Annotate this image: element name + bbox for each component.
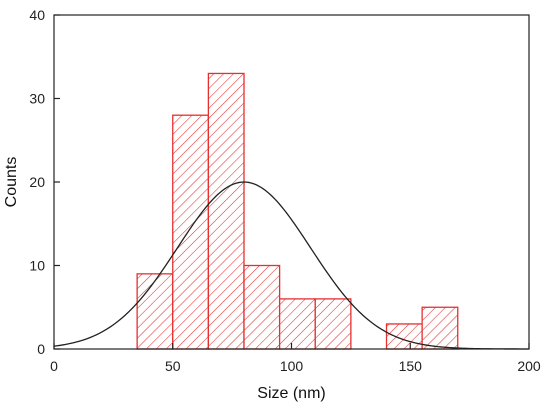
histogram-bar-3	[243, 264, 281, 350]
x-axis-ticks: 0 50 100 150 200	[50, 343, 541, 374]
x-tick-label: 100	[280, 358, 304, 374]
y-tick-label: 40	[29, 7, 45, 23]
histogram-bar-5	[314, 298, 352, 350]
y-tick-label: 30	[29, 91, 45, 107]
y-axis-label: Counts	[3, 157, 20, 208]
histogram-bar-6	[385, 323, 423, 350]
histogram-bars	[136, 72, 459, 350]
x-axis-label: Size (nm)	[257, 385, 325, 402]
x-tick-label: 200	[517, 358, 541, 374]
x-tick-label: 150	[399, 358, 423, 374]
x-tick-label: 0	[50, 358, 58, 374]
x-tick-label: 50	[165, 358, 181, 374]
y-tick-label: 20	[29, 174, 45, 190]
histogram-bar-7	[421, 306, 459, 350]
y-tick-label: 0	[37, 341, 45, 357]
y-tick-label: 10	[29, 258, 45, 274]
histogram-bar-2	[207, 72, 245, 350]
histogram-bar-0	[136, 273, 174, 350]
histogram-bar-1	[172, 114, 210, 350]
gaussian-fit-curve	[53, 181, 529, 350]
y-axis-ticks: 0 10 20 30 40	[29, 7, 60, 357]
histogram-bar-4	[278, 298, 316, 350]
